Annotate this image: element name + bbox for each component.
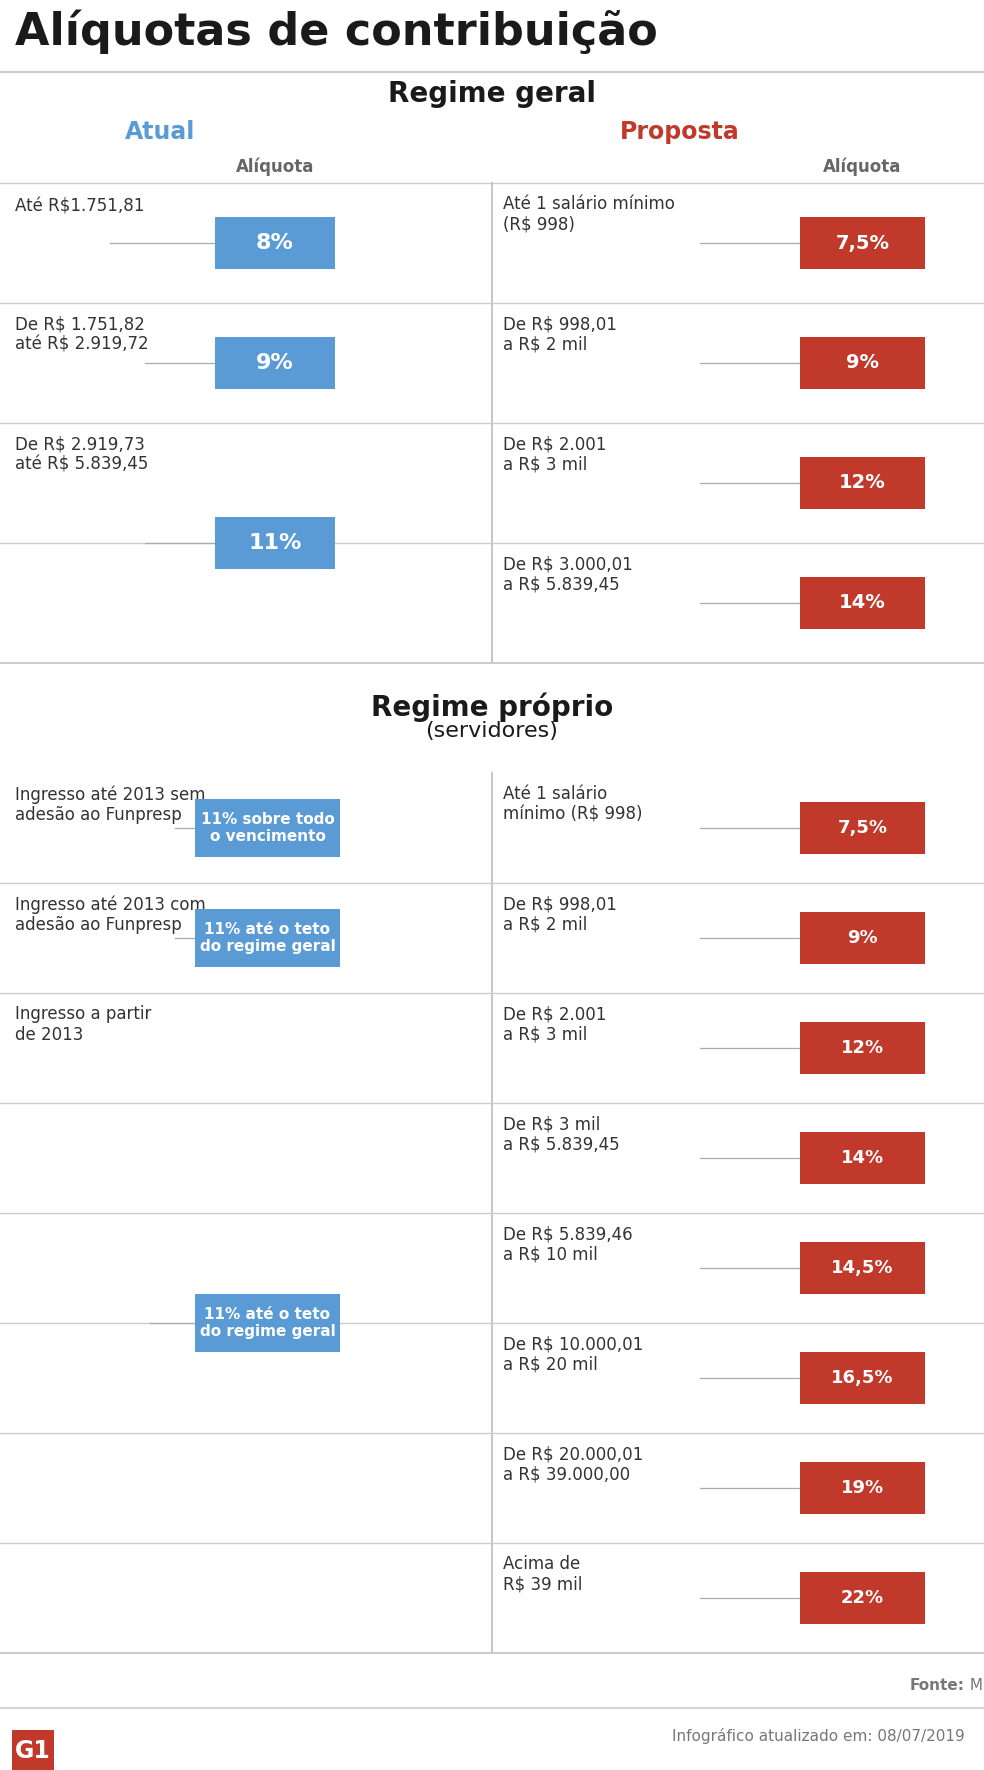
Text: 11% até o teto
do regime geral: 11% até o teto do regime geral — [200, 922, 336, 954]
FancyBboxPatch shape — [800, 457, 925, 510]
FancyBboxPatch shape — [195, 1294, 340, 1352]
Text: 14,5%: 14,5% — [831, 1258, 893, 1276]
Text: Ingresso até 2013 com
adesão ao Funpresp: Ingresso até 2013 com adesão ao Funpresp — [15, 896, 206, 935]
Text: G1: G1 — [15, 1738, 51, 1763]
Text: De R$ 20.000,01
a R$ 39.000,00: De R$ 20.000,01 a R$ 39.000,00 — [503, 1444, 644, 1483]
Text: De R$ 998,01
a R$ 2 mil: De R$ 998,01 a R$ 2 mil — [503, 896, 617, 935]
FancyBboxPatch shape — [800, 802, 925, 853]
FancyBboxPatch shape — [800, 218, 925, 269]
Text: 8%: 8% — [256, 234, 294, 253]
FancyBboxPatch shape — [800, 1021, 925, 1074]
Text: De R$ 10.000,01
a R$ 20 mil: De R$ 10.000,01 a R$ 20 mil — [503, 1335, 644, 1374]
Text: Infográfico atualizado em: 08/07/2019: Infográfico atualizado em: 08/07/2019 — [672, 1728, 965, 1743]
Text: 7,5%: 7,5% — [835, 234, 890, 253]
FancyBboxPatch shape — [800, 1133, 925, 1184]
Text: Atual: Atual — [125, 120, 195, 143]
Text: 7,5%: 7,5% — [837, 820, 888, 837]
Text: 14%: 14% — [841, 1149, 884, 1166]
FancyBboxPatch shape — [800, 1243, 925, 1294]
FancyBboxPatch shape — [215, 218, 335, 269]
Text: Até R$1.751,81: Até R$1.751,81 — [15, 198, 145, 216]
FancyBboxPatch shape — [215, 336, 335, 389]
FancyBboxPatch shape — [800, 336, 925, 389]
Text: De R$ 998,01
a R$ 2 mil: De R$ 998,01 a R$ 2 mil — [503, 315, 617, 354]
FancyBboxPatch shape — [195, 798, 340, 857]
Text: De R$ 2.001
a R$ 3 mil: De R$ 2.001 a R$ 3 mil — [503, 1005, 606, 1044]
Text: 11% até o teto
do regime geral: 11% até o teto do regime geral — [200, 1306, 336, 1340]
Text: Acima de
R$ 39 mil: Acima de R$ 39 mil — [503, 1556, 583, 1593]
Text: De R$ 3.000,01
a R$ 5.839,45: De R$ 3.000,01 a R$ 5.839,45 — [503, 556, 633, 593]
FancyBboxPatch shape — [800, 912, 925, 965]
Text: 16,5%: 16,5% — [831, 1368, 893, 1388]
FancyBboxPatch shape — [800, 1352, 925, 1404]
Text: De R$ 5.839,46
a R$ 10 mil: De R$ 5.839,46 a R$ 10 mil — [503, 1225, 633, 1264]
Text: 22%: 22% — [841, 1589, 884, 1607]
Text: 9%: 9% — [846, 354, 879, 372]
Text: 19%: 19% — [841, 1480, 884, 1497]
Text: Até 1 salário
mínimo (R$ 998): Até 1 salário mínimo (R$ 998) — [503, 786, 643, 823]
Text: De R$ 2.001
a R$ 3 mil: De R$ 2.001 a R$ 3 mil — [503, 435, 606, 474]
Text: Ingresso até 2013 sem
adesão ao Funpresp: Ingresso até 2013 sem adesão ao Funpresp — [15, 786, 206, 825]
FancyBboxPatch shape — [12, 1729, 54, 1770]
Text: 9%: 9% — [847, 929, 878, 947]
Text: 9%: 9% — [256, 352, 294, 373]
Text: Fonte:: Fonte: — [910, 1678, 965, 1692]
FancyBboxPatch shape — [800, 577, 925, 628]
FancyBboxPatch shape — [800, 1572, 925, 1625]
Text: Regime geral: Regime geral — [388, 80, 596, 108]
FancyBboxPatch shape — [215, 517, 335, 568]
Text: 11% sobre todo
o vencimento: 11% sobre todo o vencimento — [201, 812, 335, 844]
Text: Regime próprio: Regime próprio — [371, 694, 613, 722]
Text: Até 1 salário mínimo
(R$ 998): Até 1 salário mínimo (R$ 998) — [503, 195, 675, 234]
Text: 12%: 12% — [841, 1039, 884, 1057]
Text: 11%: 11% — [248, 533, 302, 552]
Text: Ingresso a partir
de 2013: Ingresso a partir de 2013 — [15, 1005, 152, 1044]
Text: (servidores): (servidores) — [425, 720, 559, 742]
Text: 12%: 12% — [839, 474, 886, 492]
FancyBboxPatch shape — [195, 910, 340, 966]
Text: De R$ 1.751,82
até R$ 2.919,72: De R$ 1.751,82 até R$ 2.919,72 — [15, 315, 149, 354]
FancyBboxPatch shape — [800, 1462, 925, 1513]
Text: Alíquota: Alíquota — [236, 158, 314, 177]
Text: Alíquota: Alíquota — [824, 158, 901, 177]
Text: Proposta: Proposta — [620, 120, 740, 143]
Text: Ministério da Economia: Ministério da Economia — [965, 1678, 984, 1692]
Text: Alíquotas de contribuição: Alíquotas de contribuição — [15, 11, 657, 55]
Text: De R$ 2.919,73
até R$ 5.839,45: De R$ 2.919,73 até R$ 5.839,45 — [15, 435, 149, 474]
Text: De R$ 3 mil
a R$ 5.839,45: De R$ 3 mil a R$ 5.839,45 — [503, 1115, 620, 1154]
Text: 14%: 14% — [839, 593, 886, 612]
